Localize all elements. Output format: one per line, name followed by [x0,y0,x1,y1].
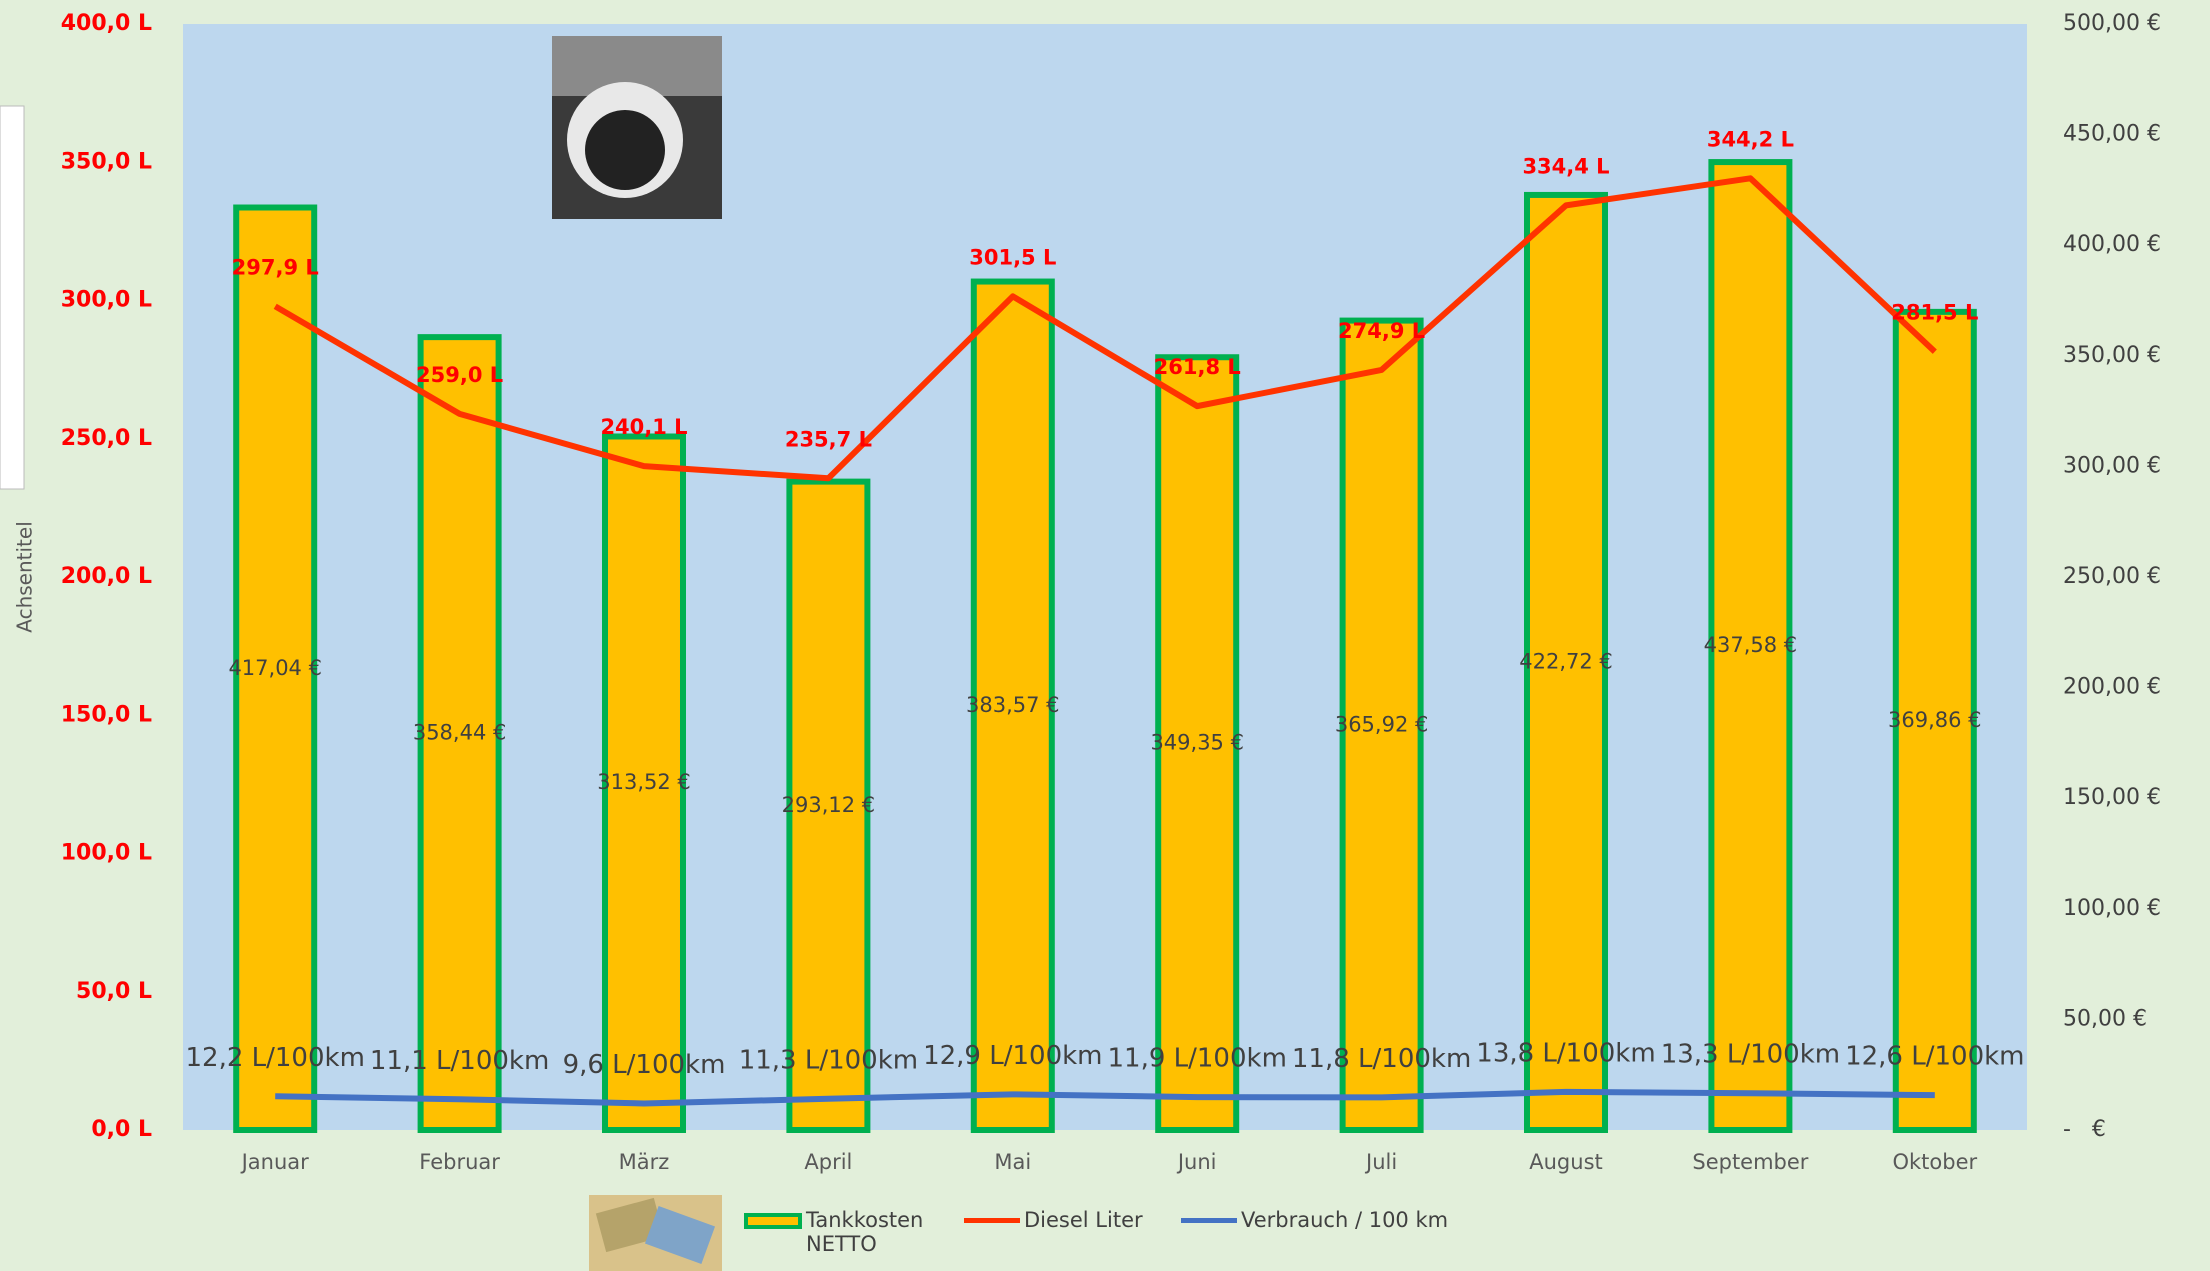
legend-item: Tankkosten NETTO [744,1208,936,1256]
x-tick-label: Februar [419,1150,500,1174]
x-tick-label: Mai [994,1150,1031,1174]
line-value-label: 281,5 L [1891,301,1978,325]
bar-value-label: 383,57 € [966,693,1060,717]
y-tick-label: 150,0 L [61,702,152,727]
line-value-label: 11,1 L/100km [370,1046,549,1076]
y2-tick-label: 250,00 € [2063,564,2161,589]
line-value-label: 13,8 L/100km [1476,1038,1655,1068]
bar-value-label: 358,44 € [413,721,507,745]
y2-tick-label: 400,00 € [2063,232,2161,257]
x-tick-label: September [1692,1150,1808,1174]
line-value-label: 297,9 L [232,255,319,279]
line-value-label: 344,2 L [1707,127,1794,151]
legend-swatch [1181,1218,1237,1223]
line-value-label: 9,6 L/100km [563,1050,726,1080]
line-value-label: 235,7 L [785,427,872,451]
bar-value-label: 417,04 € [228,656,322,680]
y2-tick-label: 50,00 € [2063,1006,2147,1031]
line-value-label: 259,0 L [416,363,503,387]
x-tick-label: Juli [1364,1150,1397,1174]
legend-label: Diesel Liter [1024,1208,1143,1232]
legend-item: Verbrauch / 100 km [1181,1208,1448,1232]
line-value-label: 301,5 L [969,245,1056,269]
y2-tick-label: 450,00 € [2063,122,2161,147]
y-tick-label: 100,0 L [61,841,152,866]
line-value-label: 240,1 L [600,415,687,439]
y-axis-title: Achsentitel [13,521,37,633]
legend-item: Diesel Liter [964,1208,1143,1232]
x-tick-label: April [804,1150,852,1174]
y2-tick-label: 200,00 € [2063,675,2161,700]
line-value-label: 334,4 L [1522,154,1609,178]
bar-value-label: 293,12 € [782,793,876,817]
bar-value-label: 369,86 € [1888,708,1982,732]
y-tick-label: 300,0 L [61,288,152,313]
legend-swatch [744,1213,802,1229]
line-value-label: 12,2 L/100km [185,1043,364,1073]
line-value-label: 11,3 L/100km [739,1045,918,1075]
line-value-label: 11,8 L/100km [1292,1044,1471,1074]
line-value-label: 11,9 L/100km [1107,1044,1286,1074]
y2-tick-label: 500,00 € [2063,11,2161,36]
bar-value-label: 422,72 € [1519,649,1613,673]
bar-value-label: 365,92 € [1335,712,1429,736]
x-tick-label: Januar [240,1150,310,1174]
line-value-label: 12,9 L/100km [923,1041,1102,1071]
y2-tick-label: 350,00 € [2063,343,2161,368]
side-panel [0,106,24,489]
x-tick-label: August [1529,1150,1603,1174]
y2-tick-label: 150,00 € [2063,785,2161,810]
y2-tick-label: - € [2063,1117,2106,1142]
bar-value-label: 437,58 € [1704,633,1798,657]
y-tick-label: 200,0 L [61,564,152,589]
x-tick-label: Juni [1176,1150,1217,1174]
line-value-label: 261,8 L [1154,355,1241,379]
legend-label: Tankkosten NETTO [806,1208,936,1256]
line-value-label: 13,3 L/100km [1661,1040,1840,1070]
x-tick-label: Oktober [1892,1150,1977,1174]
y2-tick-label: 300,00 € [2063,453,2161,478]
y-tick-label: 0,0 L [91,1117,152,1142]
y-tick-label: 400,0 L [61,11,152,36]
y2-tick-label: 100,00 € [2063,896,2161,921]
y-tick-label: 250,0 L [61,426,152,451]
y-tick-label: 350,0 L [61,149,152,174]
y-tick-label: 50,0 L [76,979,152,1004]
legend-swatch [964,1218,1020,1223]
page: Achsentitel 0,0 L 50,0 L 100,0 L 150,0 L 200… [0,0,2210,1271]
chart: Achsentitel 0,0 L 50,0 L 100,0 L 150,0 L 200… [0,0,2210,1271]
x-tick-label: März [619,1150,670,1174]
bar-value-label: 349,35 € [1150,731,1244,755]
line-value-label: 12,6 L/100km [1845,1042,2024,1072]
legend-label: Verbrauch / 100 km [1241,1208,1448,1232]
line-value-label: 274,9 L [1338,319,1425,343]
bar-value-label: 313,52 € [597,770,691,794]
